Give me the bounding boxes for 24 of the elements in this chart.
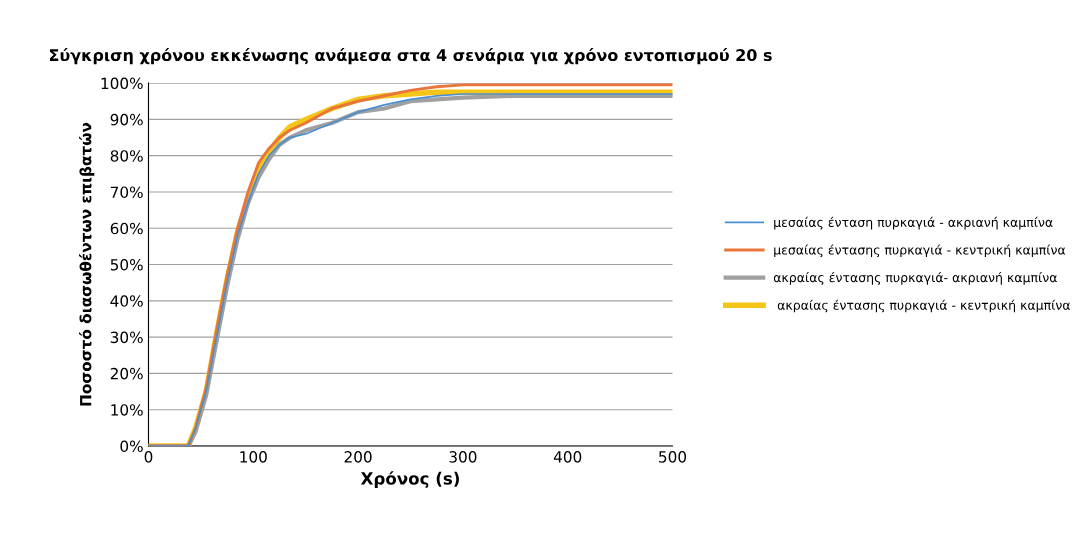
y-tick-label: 100% (101, 77, 143, 90)
y-tick-label: 30% (110, 331, 143, 344)
y-tick-label: 10% (111, 404, 143, 416)
legend-label: μεσαίας έντασης πυρκαγιά - κεντρική καμπίνα (774, 244, 1066, 258)
x-tick-label: 400 (553, 451, 582, 463)
y-tick-label: 50% (110, 259, 143, 271)
chart-title: Σύγκριση χρόνου εκκένωσης ανάμεσα στα 4 σενάρια για χρόνο εντοπισμού 20 s (49, 48, 772, 65)
x-tick-label: 200 (344, 451, 372, 463)
x-tick-label: 300 (449, 451, 477, 463)
y-tick-label: 80% (110, 150, 143, 162)
y-tick-label: 40% (110, 295, 143, 307)
y-tick-label: 20% (110, 367, 143, 380)
y-tick-label: 90% (110, 113, 143, 126)
legend-label: μεσαίας ένταση πυρκαγιά - ακριανή καμπίνα (774, 216, 1053, 230)
y-tick-label: 0% (120, 440, 143, 452)
legend-label: ακραίας έντασης πυρκαγιά- ακριανή καμπίνα (773, 272, 1057, 285)
x-tick-label: 0 (144, 451, 153, 463)
x-axis-title: Χρόνος (s) (360, 471, 459, 488)
legend-label: ακραίας έντασης πυρκαγιά - κεντρική καμπίνα (777, 299, 1070, 313)
y-axis-title: Ποσοστό διασωθέντων επιβατών (79, 122, 95, 406)
y-tick-label: 60% (110, 222, 143, 235)
x-tick-label: 500 (659, 451, 687, 463)
y-tick-label: 70% (110, 186, 143, 198)
x-tick-label: 100 (240, 451, 267, 463)
